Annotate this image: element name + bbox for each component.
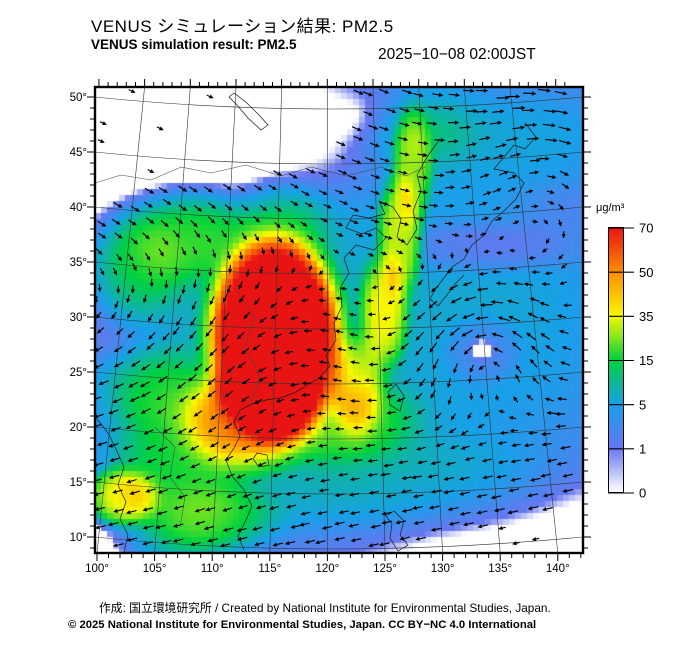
lat-label: 20°	[70, 422, 87, 434]
lat-label: 25°	[70, 367, 87, 379]
lon-label: 110°	[201, 563, 224, 575]
pm25-field-canvas	[95, 87, 583, 553]
lat-label: 45°	[70, 147, 87, 159]
copyright-line: © 2025 National Institute for Environmen…	[68, 619, 537, 631]
lon-label: 120°	[316, 563, 340, 575]
colorbar-gradient	[608, 227, 624, 493]
lat-label: 35°	[70, 257, 87, 269]
lon-label: 140°	[546, 563, 570, 575]
lat-label: 30°	[70, 312, 87, 324]
colorbar-tick-label: 15	[639, 353, 653, 368]
colorbar-unit-label: μg/m³	[596, 202, 625, 214]
colorbar-tick-label: 0	[639, 486, 646, 501]
colorbar-tick-label: 50	[639, 265, 653, 280]
colorbar-tick-label: 1	[639, 441, 646, 456]
lon-label: 105°	[143, 563, 167, 575]
colorbar-tick-label: 5	[639, 397, 646, 412]
lon-label: 115°	[258, 563, 281, 575]
timestamp: 2025−10−08 02:00JST	[378, 46, 536, 63]
lon-label: 130°	[431, 563, 455, 575]
lon-label: 125°	[373, 563, 397, 575]
lon-label: 100°	[85, 563, 109, 575]
title-japanese: VENUS シミュレーション結果: PM2.5	[91, 17, 394, 36]
lat-label: 50°	[70, 92, 87, 104]
colorbar-tick-label: 70	[639, 221, 653, 236]
lat-label: 15°	[70, 477, 87, 489]
colorbar-tick-label: 35	[639, 309, 653, 324]
lat-label: 10°	[70, 532, 87, 544]
lat-label: 40°	[70, 202, 87, 214]
lon-label: 135°	[488, 563, 512, 575]
title-english: VENUS simulation result: PM2.5	[91, 37, 297, 52]
attribution-line: 作成: 国立環境研究所 / Created by National Instit…	[99, 601, 551, 615]
